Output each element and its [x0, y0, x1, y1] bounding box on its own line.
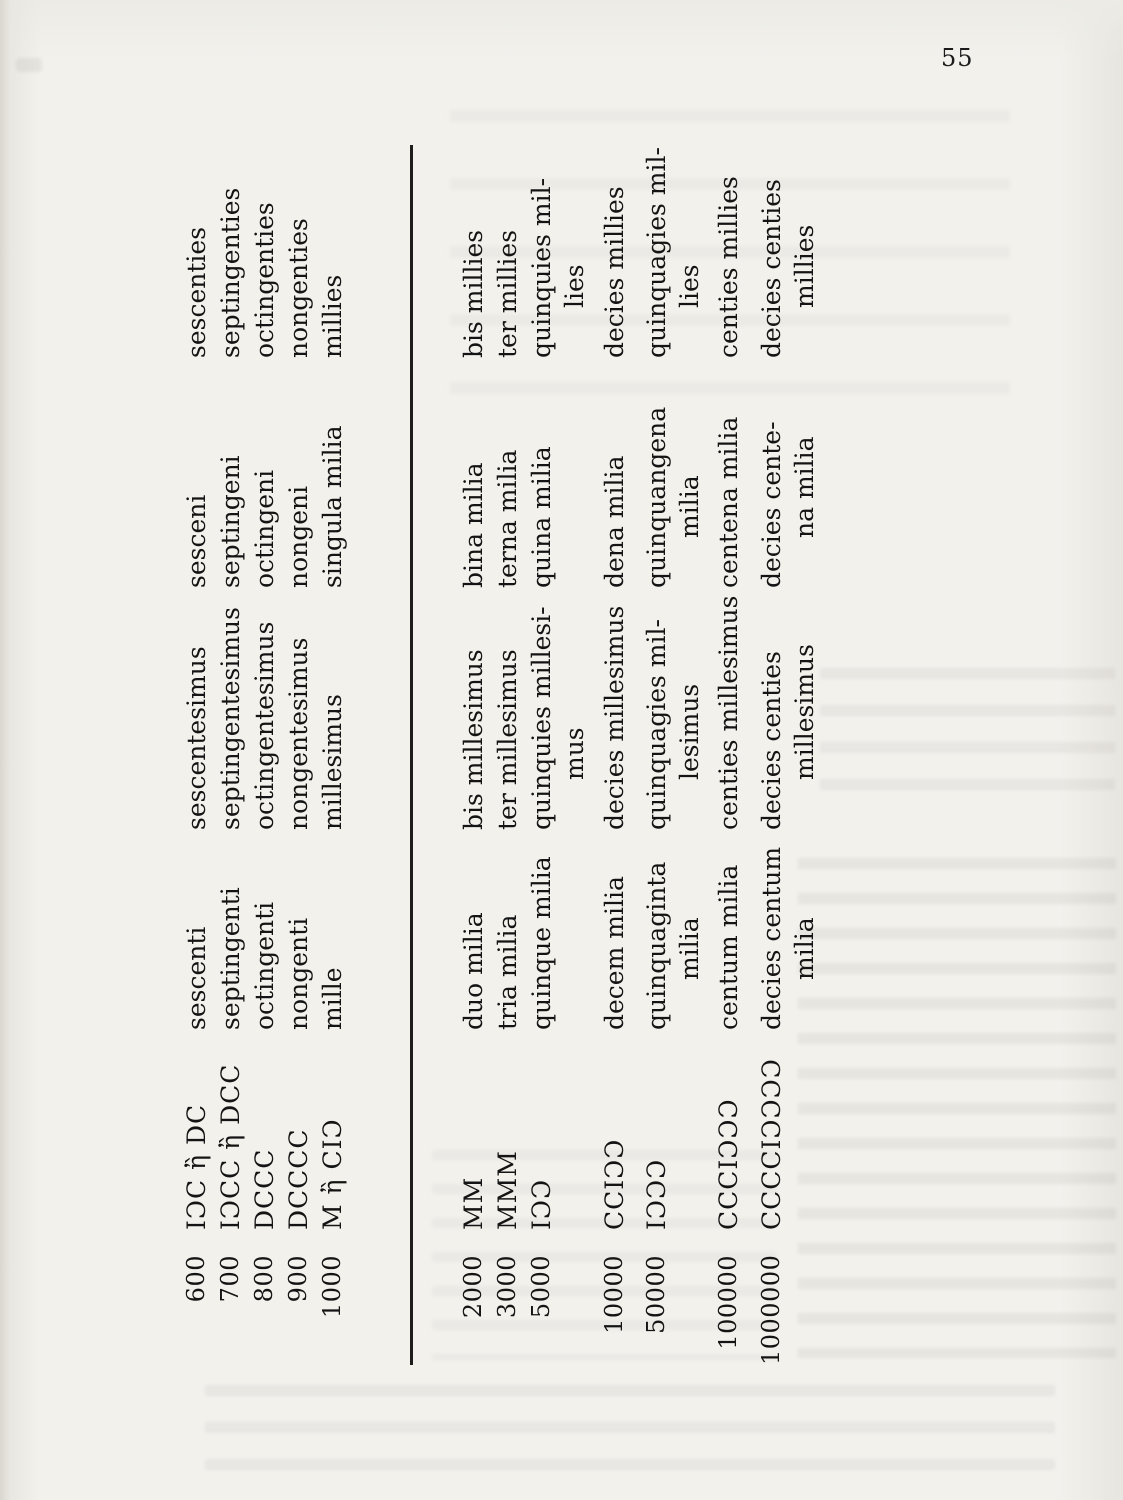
- cardinal-cell: tria milia: [493, 914, 522, 1030]
- page-number: 55: [941, 44, 974, 72]
- distributive-cell: quina milia: [527, 446, 556, 588]
- number-cell: 1000000: [757, 1254, 785, 1365]
- cardinal-cell: quinque milia: [527, 856, 556, 1030]
- roman-numeral-cell: IƆƆƆ: [642, 1158, 671, 1230]
- number-cell: 800: [250, 1255, 278, 1303]
- number-cell: 100000: [714, 1255, 742, 1350]
- ordinal-cell: octingentesimus: [250, 621, 279, 830]
- number-cell: 3000: [493, 1255, 521, 1319]
- ordinal-cell: quinquies millesi- mus: [527, 606, 589, 830]
- ordinal-cell: decies millesimus: [600, 605, 629, 830]
- adverbial-cell: quinquies mil- lies: [527, 177, 589, 358]
- distributive-cell: septingeni: [216, 455, 245, 588]
- adverbial-cell: septingenties: [216, 187, 245, 358]
- distributive-cell: terna milia: [493, 449, 522, 588]
- table-row: 2000 MM duo milia bis millesimus bina mi…: [457, 145, 491, 1365]
- ordinal-cell: ter millesimus: [493, 649, 522, 830]
- table-row: 700 IƆCC ἢ DCC septingenti septingentesi…: [214, 145, 248, 1365]
- distributive-cell: decies cente- na milia: [757, 421, 819, 588]
- cardinal-cell: octingenti: [250, 901, 279, 1030]
- cardinal-cell: duo milia: [459, 912, 488, 1030]
- adverbial-cell: millies: [318, 274, 347, 358]
- ordinal-cell: septingentesimus: [216, 607, 245, 830]
- adverbial-cell: sescenties: [182, 226, 211, 358]
- ordinal-cell: decies centies millesimus: [757, 644, 819, 830]
- adverbial-cell: quinquagies mil- lies: [642, 147, 704, 358]
- ordinal-cell: nongentesimus: [284, 637, 313, 830]
- cardinal-cell: decem milia: [600, 876, 629, 1030]
- table-row: 5000 IƆƆ quinque milia quinquies millesi…: [525, 145, 598, 1365]
- latin-numerals-table: 600 IƆC ἢ DC sescenti sescentesimus sesc…: [155, 145, 847, 1365]
- roman-numeral-cell: MM: [459, 1176, 488, 1230]
- roman-numeral-cell: CCIƆƆ: [600, 1138, 629, 1230]
- table-row: 1000000 CCCCIƆƆƆƆ decies centum milia de…: [755, 145, 822, 1365]
- adverbial-cell: decies centies millies: [757, 179, 819, 358]
- roman-numeral-cell: IƆC ἢ DC: [182, 1103, 211, 1230]
- ordinal-cell: centies millesimus: [714, 595, 743, 830]
- table-row: 1000 M ἢ CIƆ mille millesimus singula mi…: [316, 145, 350, 1365]
- adverbial-cell: bis millies: [459, 229, 488, 358]
- distributive-cell: bina milia: [459, 462, 488, 588]
- roman-numeral-cell: MMM: [493, 1150, 522, 1230]
- distributive-cell: centena milia: [714, 416, 743, 588]
- cardinal-cell: sescenti: [182, 926, 211, 1030]
- cardinal-cell: centum milia: [714, 864, 743, 1030]
- number-cell: 2000: [459, 1255, 487, 1319]
- bleedthrough-smudge: [820, 668, 1115, 798]
- table-row: 800 DCCC octingenti octingentesimus octi…: [248, 145, 282, 1365]
- roman-numeral-cell: CCCCIƆƆƆƆ: [757, 1058, 786, 1230]
- bleedthrough-smudge: [205, 1385, 1055, 1470]
- adverbial-cell: decies millies: [600, 186, 629, 358]
- number-cell: 900: [284, 1255, 312, 1303]
- cardinal-cell: nongenti: [284, 917, 313, 1030]
- roman-numeral-cell: DCCCC: [284, 1128, 313, 1230]
- distributive-cell: sesceni: [182, 494, 211, 588]
- ordinal-cell: quinquagies mil- lesimus: [642, 619, 704, 830]
- ordinal-cell: millesimus: [318, 694, 347, 830]
- ordinal-cell: sescentesimus: [182, 646, 211, 830]
- adverbial-cell: nongenties: [284, 218, 313, 358]
- distributive-cell: nongeni: [284, 485, 313, 588]
- cardinal-cell: decies centum milia: [757, 846, 819, 1030]
- roman-numeral-cell: IƆCC ἢ DCC: [216, 1063, 245, 1230]
- distributive-cell: singula milia: [318, 425, 347, 588]
- adverbial-cell: ter millies: [493, 229, 522, 358]
- number-cell: 10000: [600, 1255, 628, 1334]
- cardinal-cell: quinquaginta milia: [642, 861, 704, 1030]
- number-cell: 700: [216, 1255, 244, 1303]
- distributive-cell: dena milia: [600, 455, 629, 588]
- number-cell: 600: [182, 1255, 210, 1303]
- number-cell: 50000: [642, 1255, 670, 1334]
- table-row: 100000 CCCIƆƆƆ centum milia centies mill…: [712, 145, 755, 1365]
- roman-numeral-cell: IƆƆ: [527, 1178, 556, 1230]
- ordinal-cell: bis millesimus: [459, 649, 488, 830]
- table-row: 600 IƆC ἢ DC sescenti sescentesimus sesc…: [180, 145, 214, 1365]
- cardinal-cell: septingenti: [216, 887, 245, 1030]
- number-cell: 5000: [527, 1255, 555, 1319]
- distributive-cell: octingeni: [250, 469, 279, 588]
- group-separator-line: [410, 145, 413, 1365]
- cardinal-cell: mille: [318, 967, 347, 1031]
- roman-numeral-cell: CCCIƆƆƆ: [714, 1098, 743, 1230]
- table-row: 10000 CCIƆƆ decem milia decies millesimu…: [598, 145, 640, 1365]
- table-row: 900 DCCCC nongenti nongentesimus nongeni…: [282, 145, 316, 1365]
- table-row: 3000 MMM tria milia ter millesimus terna…: [491, 145, 525, 1365]
- adverbial-cell: octingenties: [250, 202, 279, 358]
- roman-numeral-cell: M ἢ CIƆ: [318, 1118, 347, 1230]
- bleedthrough-smudge: [16, 58, 42, 72]
- roman-numeral-cell: DCCC: [250, 1148, 279, 1230]
- number-cell: 1000: [318, 1255, 346, 1319]
- adverbial-cell: centies millies: [714, 176, 743, 358]
- table-row: 50000 IƆƆƆ quinquaginta milia quinquagie…: [640, 145, 712, 1365]
- distributive-cell: quinquangena milia: [642, 406, 704, 588]
